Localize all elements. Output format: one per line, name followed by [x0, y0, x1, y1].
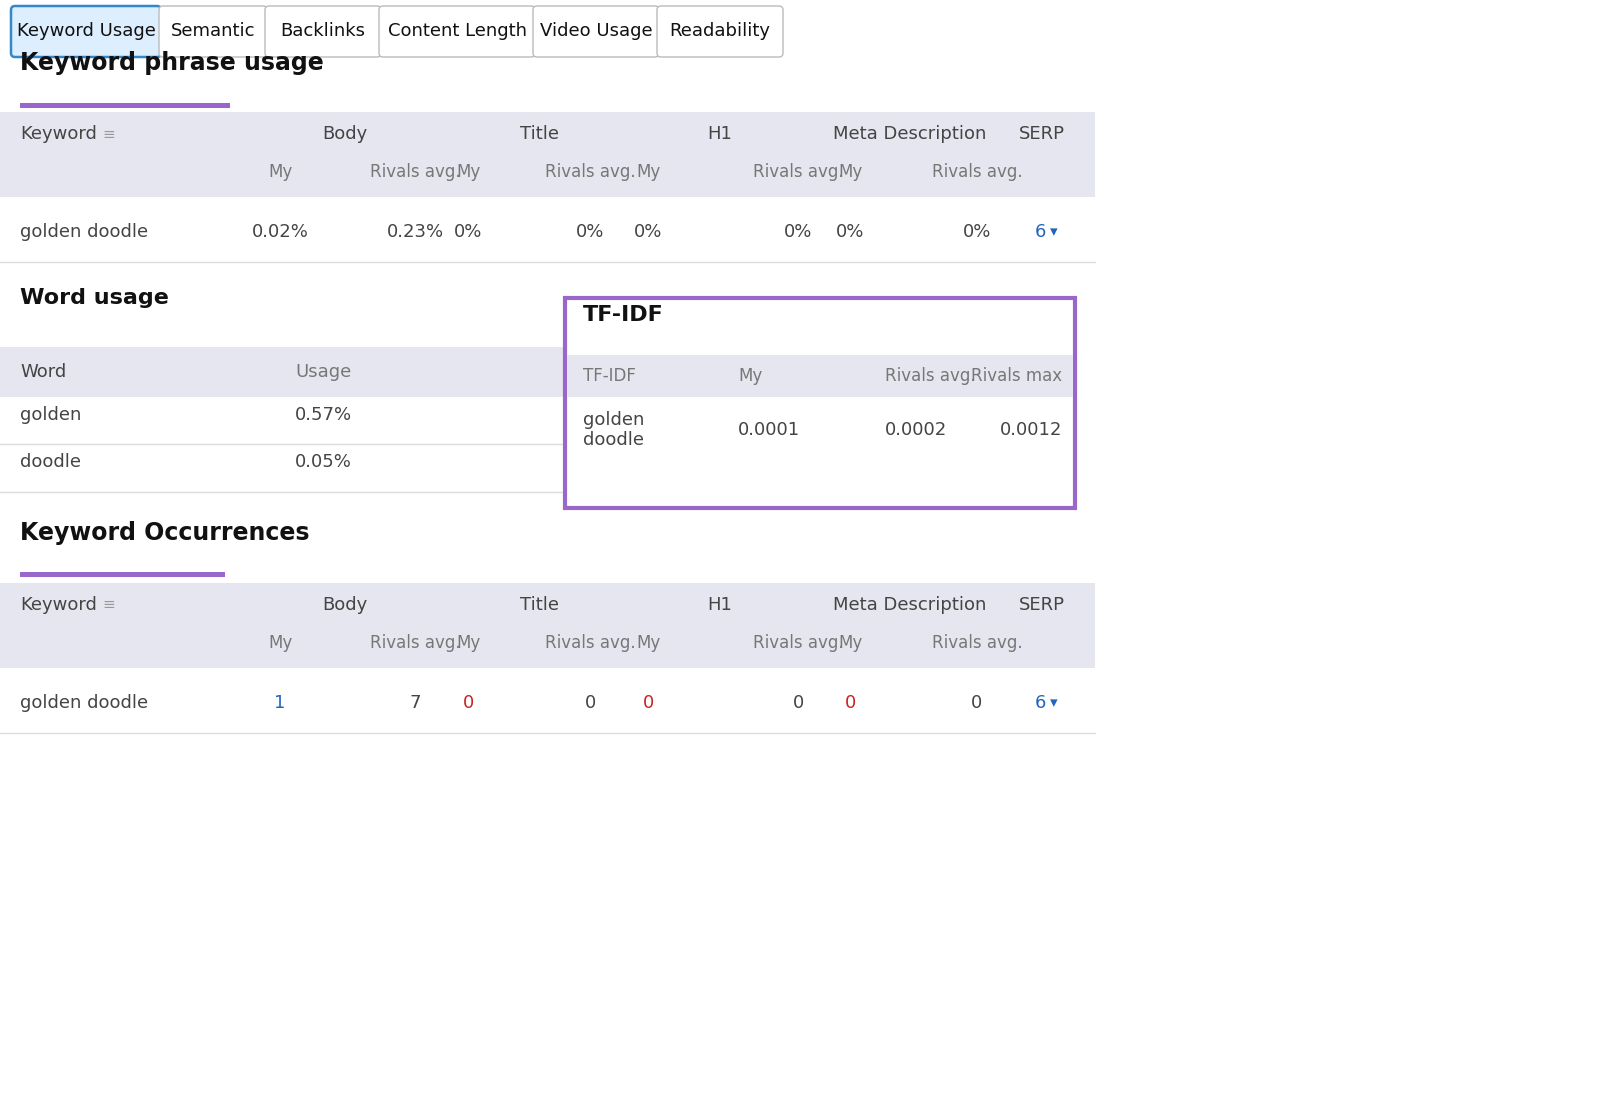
FancyBboxPatch shape: [266, 5, 381, 57]
Text: My: My: [738, 367, 762, 385]
Text: 0.0002: 0.0002: [885, 420, 947, 439]
Text: golden: golden: [19, 406, 82, 424]
Text: My: My: [267, 163, 293, 181]
Text: Keyword: Keyword: [19, 596, 98, 614]
Text: 0: 0: [971, 694, 982, 712]
Text: 0%: 0%: [835, 223, 864, 241]
Text: 0%: 0%: [963, 223, 990, 241]
Text: My: My: [838, 163, 862, 181]
FancyBboxPatch shape: [658, 5, 782, 57]
Text: 0%: 0%: [634, 223, 662, 241]
Text: Rivals max: Rivals max: [971, 367, 1062, 385]
Bar: [0, 347, 565, 397]
Text: ≡: ≡: [102, 598, 115, 612]
Text: Title: Title: [520, 596, 560, 614]
Text: Rivals avg.: Rivals avg.: [370, 634, 461, 652]
Text: Keyword Occurrences: Keyword Occurrences: [19, 521, 309, 545]
Text: My: My: [456, 163, 480, 181]
Text: Rivals avg.: Rivals avg.: [931, 634, 1022, 652]
Text: 0.05%: 0.05%: [294, 453, 352, 471]
Text: 0%: 0%: [784, 223, 813, 241]
Text: golden doodle: golden doodle: [19, 694, 149, 712]
Text: Rivals avg.: Rivals avg.: [885, 367, 976, 385]
Text: Rivals avg.: Rivals avg.: [752, 634, 843, 652]
Text: TF-IDF: TF-IDF: [582, 306, 664, 325]
Text: 0: 0: [642, 694, 654, 712]
Text: golden
doodle: golden doodle: [582, 411, 645, 449]
Text: Rivals avg.: Rivals avg.: [544, 163, 635, 181]
Text: Rivals avg.: Rivals avg.: [752, 163, 843, 181]
Text: Meta Description: Meta Description: [834, 125, 987, 143]
Text: 0.02%: 0.02%: [251, 223, 309, 241]
Text: 0%: 0%: [576, 223, 605, 241]
Text: Word: Word: [19, 364, 66, 381]
FancyBboxPatch shape: [379, 5, 534, 57]
Text: Keyword phrase usage: Keyword phrase usage: [19, 51, 323, 74]
Bar: [19, 103, 230, 108]
Text: Rivals avg.: Rivals avg.: [544, 634, 635, 652]
Text: Body: Body: [322, 596, 368, 614]
Text: H1: H1: [707, 596, 733, 614]
Text: Title: Title: [520, 125, 560, 143]
Text: Meta Description: Meta Description: [834, 596, 987, 614]
Bar: [0, 112, 1094, 197]
Text: 0.0001: 0.0001: [738, 420, 800, 439]
Text: My: My: [635, 634, 661, 652]
Text: 7: 7: [410, 694, 421, 712]
Text: 0.57%: 0.57%: [294, 406, 352, 424]
Text: Keyword: Keyword: [19, 125, 98, 143]
FancyBboxPatch shape: [533, 5, 659, 57]
Text: My: My: [456, 634, 480, 652]
Text: 0: 0: [845, 694, 856, 712]
Text: ≡: ≡: [102, 127, 115, 141]
Text: SERP: SERP: [1019, 125, 1066, 143]
Text: 0.0012: 0.0012: [1000, 420, 1062, 439]
Text: SERP: SERP: [1019, 596, 1066, 614]
Text: Keyword Usage: Keyword Usage: [16, 22, 155, 39]
Text: 0.23%: 0.23%: [387, 223, 443, 241]
Text: 0%: 0%: [454, 223, 482, 241]
Text: Rivals avg.: Rivals avg.: [931, 163, 1022, 181]
Text: 0: 0: [792, 694, 803, 712]
Text: Readability: Readability: [669, 22, 771, 39]
Text: Content Length: Content Length: [387, 22, 526, 39]
Text: golden doodle: golden doodle: [19, 223, 149, 241]
Bar: [0, 583, 1094, 668]
Text: TF-IDF: TF-IDF: [582, 367, 635, 385]
Text: ▾: ▾: [1050, 224, 1058, 240]
Text: My: My: [635, 163, 661, 181]
Text: Rivals avg.: Rivals avg.: [370, 163, 461, 181]
FancyBboxPatch shape: [158, 5, 267, 57]
FancyBboxPatch shape: [565, 298, 1075, 508]
Text: Word usage: Word usage: [19, 288, 170, 308]
Text: Video Usage: Video Usage: [539, 22, 653, 39]
Text: 0: 0: [584, 694, 595, 712]
Text: Semantic: Semantic: [171, 22, 256, 39]
Text: Body: Body: [322, 125, 368, 143]
Text: My: My: [838, 634, 862, 652]
FancyBboxPatch shape: [11, 5, 162, 57]
Text: 6: 6: [1035, 223, 1046, 241]
Text: My: My: [267, 634, 293, 652]
Text: ▾: ▾: [1050, 695, 1058, 711]
Text: Backlinks: Backlinks: [280, 22, 365, 39]
Text: Usage: Usage: [294, 364, 352, 381]
Text: doodle: doodle: [19, 453, 82, 471]
Bar: [566, 355, 1074, 397]
Text: 1: 1: [274, 694, 286, 712]
Text: H1: H1: [707, 125, 733, 143]
Text: 6: 6: [1035, 694, 1046, 712]
Bar: [19, 572, 226, 577]
Text: 0: 0: [462, 694, 474, 712]
